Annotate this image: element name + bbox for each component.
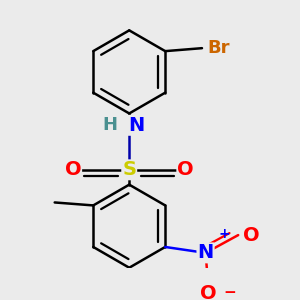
- Text: O: O: [243, 226, 260, 244]
- Text: O: O: [64, 160, 81, 179]
- Text: O: O: [177, 160, 194, 179]
- Text: S: S: [122, 160, 136, 179]
- Text: O: O: [200, 284, 217, 300]
- Text: H: H: [103, 116, 118, 134]
- Text: −: −: [224, 285, 236, 300]
- Text: N: N: [128, 116, 145, 135]
- Text: Br: Br: [207, 39, 230, 57]
- Text: +: +: [219, 227, 230, 241]
- Text: N: N: [197, 243, 214, 262]
